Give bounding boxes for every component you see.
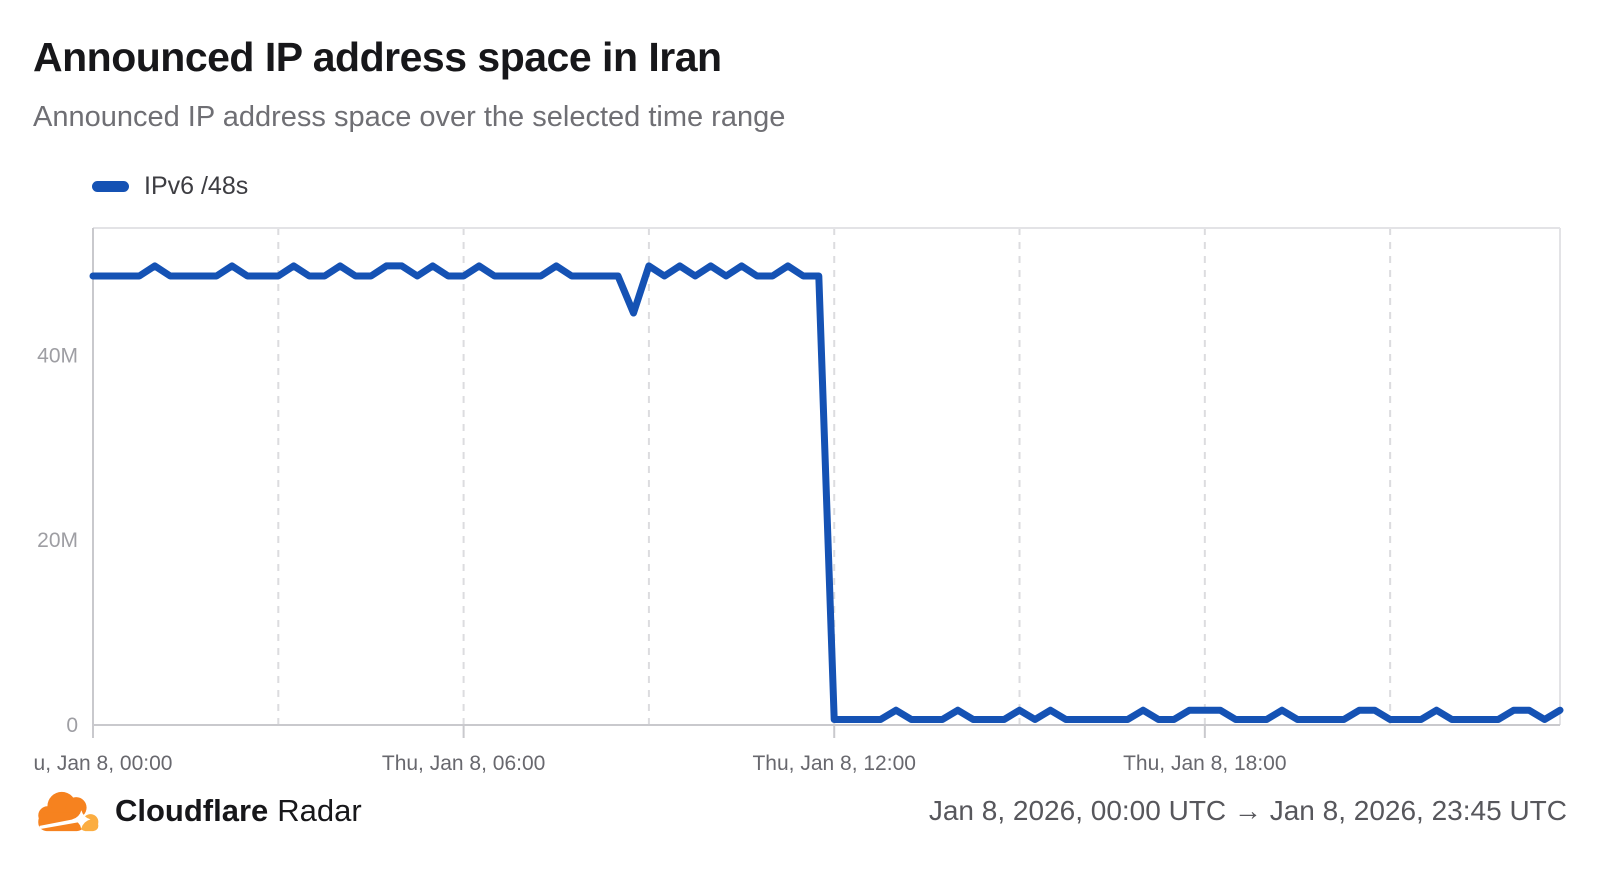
x-axis-label: u, Jan 8, 00:00 [34,752,173,775]
legend-label: IPv6 /48s [144,172,249,200]
cloudflare-logo-icon [38,791,99,831]
page-title: Announced IP address space in Iran [33,34,722,80]
legend-item-ipv6-48s[interactable]: IPv6 /48s [92,172,248,201]
x-axis-label: Thu, Jan 8, 06:00 [382,752,545,775]
date-range-label: Jan 8, 2026, 00:00 UTC → Jan 8, 2026, 23… [928,795,1567,826]
page-subtitle: Announced IP address space over the sele… [33,101,786,133]
legend: IPv6 /48s [92,172,248,201]
brand-text: Cloudflare Radar [115,793,362,829]
legend-marker-icon [92,181,129,192]
x-axis-label: Thu, Jan 8, 18:00 [1123,752,1286,775]
y-axis-label: 40M [37,344,78,367]
line-chart-plot[interactable]: 0 20M 40M u, Jan 8, 00:00 Thu, Jan 8, 06:00 T… [0,218,1600,778]
series-line-ipv6-48s [89,262,1564,723]
y-axis-label: 0 [66,714,78,737]
y-axis-label: 20M [37,529,78,552]
x-axis-label: Thu, Jan 8, 12:00 [752,752,915,775]
footer: Cloudflare Radar Jan 8, 2026, 00:00 UTC … [33,782,1567,840]
brand-cloudflare: Cloudflare [115,793,269,828]
cloudflare-radar-brand: Cloudflare Radar [33,788,362,835]
brand-radar: Radar [277,793,362,828]
